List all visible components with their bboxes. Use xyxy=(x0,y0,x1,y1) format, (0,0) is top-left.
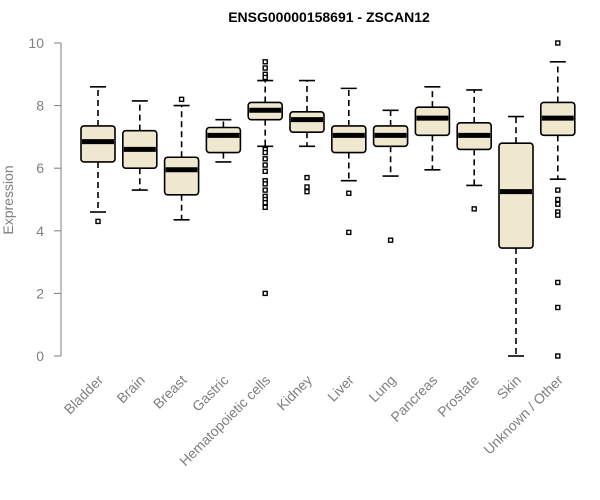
y-tick-label: 0 xyxy=(36,348,44,364)
outlier-point xyxy=(304,188,310,195)
iqr-box xyxy=(163,156,200,196)
outlier-point xyxy=(471,206,477,212)
x-tick-label: Bladder xyxy=(61,372,107,418)
x-tick-label: Kidney xyxy=(274,372,316,414)
outlier-point xyxy=(262,74,268,81)
y-axis-label: Expression xyxy=(0,165,16,234)
box-brain xyxy=(122,100,158,191)
outlier-point xyxy=(178,96,185,103)
iqr-box xyxy=(498,142,534,249)
outlier-point xyxy=(262,181,268,187)
outlier-point xyxy=(262,65,268,71)
outlier-point xyxy=(262,156,268,162)
outlier-point xyxy=(262,199,268,206)
outlier-point xyxy=(304,184,310,190)
x-tick-label: Unknown / Other xyxy=(480,372,566,458)
chart-title: ENSG00000158691 - ZSCAN12 xyxy=(228,9,430,25)
x-tick-label: Prostate xyxy=(434,372,482,420)
y-tick-label: 4 xyxy=(36,223,44,239)
outlier-point xyxy=(555,196,561,203)
y-tick-label: 2 xyxy=(36,285,44,301)
y-tick-label: 6 xyxy=(36,160,44,176)
outlier-point xyxy=(262,168,268,175)
box-unknown-other xyxy=(539,40,576,359)
outlier-point xyxy=(555,187,561,193)
outlier-point xyxy=(387,237,394,243)
outlier-point xyxy=(555,353,561,359)
outlier-point xyxy=(262,290,268,297)
outlier-point xyxy=(262,59,268,65)
y-tick-label: 10 xyxy=(28,35,44,51)
outlier-point xyxy=(262,204,268,211)
outlier-point xyxy=(262,162,268,168)
outlier-point xyxy=(555,212,561,218)
outlier-point xyxy=(346,229,352,236)
box-liver xyxy=(330,87,367,236)
x-tick-label: Breast xyxy=(150,372,190,412)
x-tick-label: Skin xyxy=(494,372,525,403)
box-hematopoietic-cells xyxy=(247,59,283,297)
outlier-point xyxy=(555,201,561,207)
y-tick-label: 8 xyxy=(36,98,44,114)
outlier-point xyxy=(555,304,561,311)
iqr-box xyxy=(205,126,242,154)
box-lung xyxy=(372,109,409,243)
plot-area xyxy=(80,40,576,359)
y-axis: 0 2 4 6 8 10 xyxy=(28,35,62,364)
iqr-box xyxy=(414,106,451,137)
iqr-box xyxy=(330,125,367,154)
outlier-point xyxy=(555,40,561,46)
box-pancreas xyxy=(414,86,451,171)
outlier-point xyxy=(555,279,561,286)
x-tick-label: Brain xyxy=(113,372,147,406)
outlier-point xyxy=(304,174,310,181)
outlier-point xyxy=(262,187,268,193)
outlier-point xyxy=(95,218,101,225)
outlier-point xyxy=(346,190,352,196)
x-tick-label: Liver xyxy=(324,372,357,405)
x-tick-label: Lung xyxy=(365,372,398,405)
box-bladder xyxy=(80,86,116,225)
box-gastric xyxy=(205,118,242,163)
box-kidney xyxy=(289,79,325,195)
box-skin xyxy=(498,115,534,357)
box-breast xyxy=(163,96,200,221)
box-prostate xyxy=(456,89,493,212)
outlier-point xyxy=(262,149,268,156)
